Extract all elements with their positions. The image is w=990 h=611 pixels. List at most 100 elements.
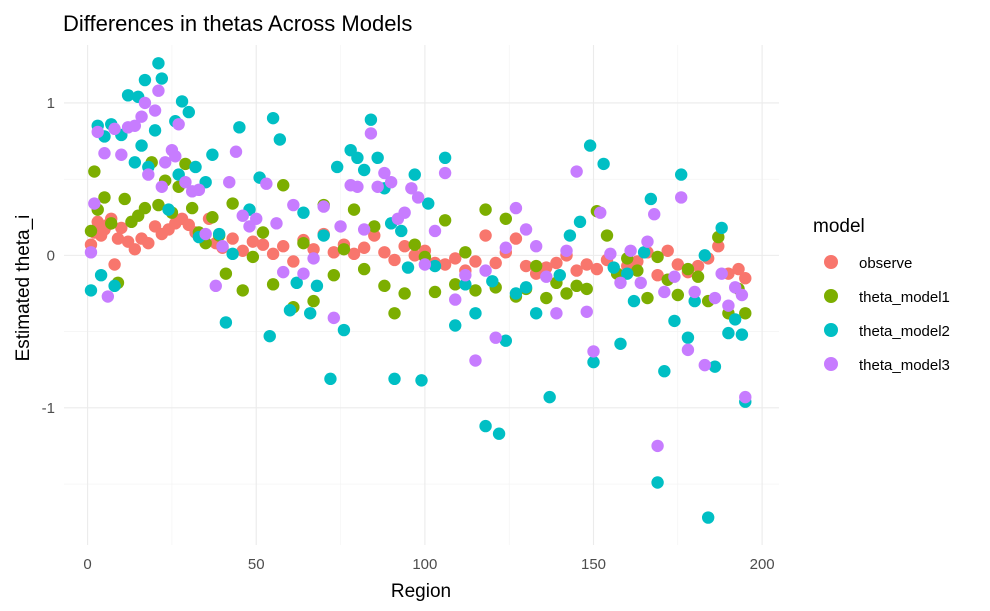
data-point xyxy=(428,285,442,299)
legend-label: observe xyxy=(859,255,912,272)
data-point xyxy=(98,147,111,160)
data-point xyxy=(317,200,330,213)
data-point xyxy=(580,258,593,271)
data-point xyxy=(162,203,175,216)
data-point xyxy=(715,221,728,235)
data-point xyxy=(621,267,634,280)
data-point xyxy=(108,279,121,293)
data-point xyxy=(509,287,523,300)
data-point xyxy=(479,264,492,277)
data-point xyxy=(158,156,172,169)
data-point xyxy=(219,316,233,329)
data-point xyxy=(614,337,627,350)
data-point xyxy=(199,227,212,241)
data-point xyxy=(246,250,260,264)
data-point xyxy=(216,240,229,253)
data-point xyxy=(189,160,202,174)
data-point xyxy=(627,294,641,308)
data-point xyxy=(732,262,745,276)
data-point xyxy=(688,294,701,308)
data-point xyxy=(398,287,411,300)
data-point xyxy=(263,329,276,343)
data-point xyxy=(324,372,337,386)
data-point xyxy=(148,104,162,117)
data-point xyxy=(405,182,418,195)
data-point xyxy=(135,110,148,123)
data-point xyxy=(364,113,378,126)
data-point xyxy=(256,226,270,239)
data-point xyxy=(357,163,371,177)
data-point xyxy=(327,311,341,325)
data-point xyxy=(651,439,664,453)
data-point xyxy=(297,267,310,280)
data-point xyxy=(219,267,233,280)
data-point xyxy=(388,253,401,267)
data-point xyxy=(236,244,249,257)
data-point xyxy=(648,208,661,221)
data-point xyxy=(371,151,384,165)
data-point xyxy=(152,84,165,97)
data-point xyxy=(411,191,425,204)
data-point xyxy=(209,279,222,293)
chart-title: Differences in thetas Across Models xyxy=(63,11,412,36)
data-point xyxy=(351,151,364,165)
data-point xyxy=(128,243,142,256)
data-point xyxy=(479,419,492,433)
data-point xyxy=(651,476,664,489)
x-tick-label: 50 xyxy=(248,556,265,573)
data-point xyxy=(590,262,604,276)
data-point xyxy=(658,365,671,378)
data-point xyxy=(388,372,401,386)
data-point xyxy=(722,299,735,312)
data-point xyxy=(624,244,637,257)
data-point xyxy=(94,268,108,282)
data-point xyxy=(206,211,219,224)
data-point xyxy=(179,175,192,189)
data-point xyxy=(449,293,462,306)
data-point xyxy=(459,278,472,291)
data-point xyxy=(449,319,462,332)
data-point xyxy=(347,247,361,261)
data-point xyxy=(101,290,115,303)
data-point xyxy=(509,201,523,215)
data-point xyxy=(691,259,705,273)
data-point xyxy=(108,258,121,271)
data-point xyxy=(233,121,246,134)
data-point xyxy=(469,307,482,320)
data-point xyxy=(334,220,347,233)
data-point xyxy=(378,166,391,180)
data-point xyxy=(469,255,482,268)
data-point xyxy=(351,180,364,193)
data-point xyxy=(587,355,600,369)
data-point xyxy=(371,180,384,193)
data-point xyxy=(384,175,398,189)
data-point xyxy=(152,198,165,212)
data-point xyxy=(681,331,695,344)
series-theta-model2 xyxy=(84,57,752,524)
data-point xyxy=(256,238,270,251)
data-point xyxy=(327,246,341,259)
data-point xyxy=(330,160,344,174)
data-point xyxy=(540,261,553,274)
data-point xyxy=(641,235,654,248)
data-point xyxy=(108,122,121,136)
data-point xyxy=(604,247,617,261)
data-point xyxy=(698,358,712,372)
data-point xyxy=(688,285,701,299)
data-point xyxy=(88,165,101,178)
data-point xyxy=(297,236,310,250)
data-point xyxy=(739,307,752,320)
data-point xyxy=(418,258,432,271)
data-point xyxy=(570,264,583,277)
data-point xyxy=(701,511,715,524)
data-point xyxy=(469,354,482,367)
data-point xyxy=(368,229,381,242)
legend-label: theta_model1 xyxy=(859,289,950,306)
x-tick-label: 100 xyxy=(412,556,437,573)
data-point xyxy=(148,124,162,137)
data-point xyxy=(273,133,287,146)
data-point xyxy=(229,145,243,158)
legend-title: model xyxy=(813,216,865,237)
data-point xyxy=(84,284,98,297)
